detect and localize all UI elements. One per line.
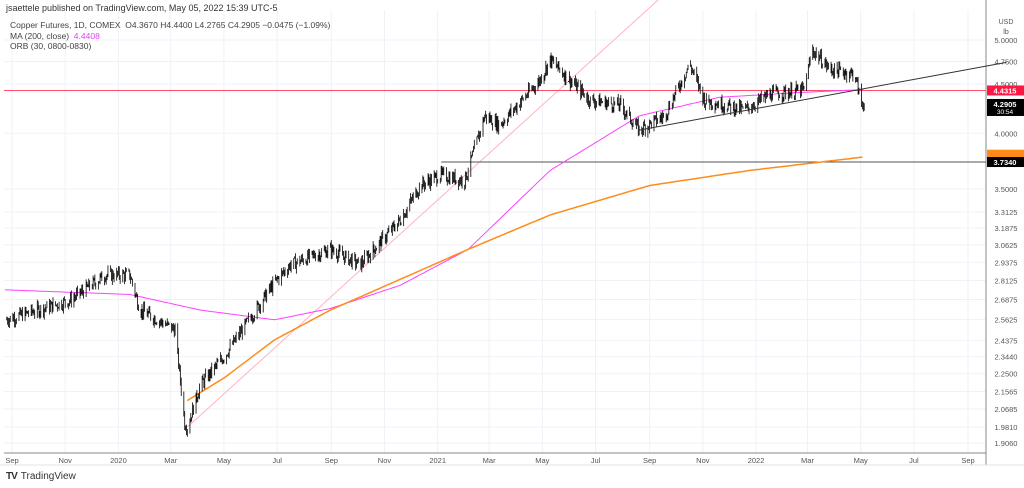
time-tick-label: Sep <box>5 456 18 465</box>
legend-ohlc: O4.3670 H4.4400 L4.2765 C4.2905 −0.0475 … <box>125 20 331 30</box>
price-tick-label: 4.0000 <box>995 129 1018 138</box>
chart-legend: Copper Futures, 1D, COMEX O4.3670 H4.440… <box>10 20 330 52</box>
legend-ma-row[interactable]: MA (200, close) 4.4408 <box>10 31 330 42</box>
time-tick-label: Nov <box>696 456 710 465</box>
price-tag <box>987 157 1024 168</box>
currency-label: USD <box>999 19 1014 26</box>
orange-ma-line <box>186 156 863 402</box>
price-tick-label: 1.9810 <box>995 423 1018 432</box>
tradingview-logo: TV <box>6 471 18 482</box>
rising-trendline <box>639 61 1007 131</box>
unit-label: lb <box>1003 29 1009 36</box>
price-tick-label: 2.0685 <box>995 405 1018 414</box>
time-tick-label: Nov <box>378 456 392 465</box>
time-tick-label: Mar <box>164 456 177 465</box>
time-tick-label: Nov <box>59 456 73 465</box>
price-tick-label: 2.1565 <box>995 387 1018 396</box>
price-tick-label: 2.5625 <box>995 315 1018 324</box>
price-tag <box>987 98 1024 116</box>
legend-symbol: Copper Futures, 1D, COMEX <box>10 20 121 30</box>
price-tick-label: 3.0625 <box>995 241 1018 250</box>
orange-ma-price-tag <box>987 149 1024 159</box>
time-tick-label: 2021 <box>429 456 446 465</box>
time-tick-label: Sep <box>961 456 974 465</box>
time-tick-label: May <box>854 456 868 465</box>
legend-ma-value: 4.4408 <box>73 30 100 41</box>
time-tick-label: 2020 <box>110 456 127 465</box>
price-tag <box>987 85 1024 96</box>
price-tick-label: 2.4375 <box>995 336 1018 345</box>
time-tick-label: Sep <box>325 456 338 465</box>
countdown-label: 30:54 <box>997 109 1014 116</box>
time-tick-label: Mar <box>801 456 814 465</box>
time-tick-label: Mar <box>483 456 496 465</box>
time-tick-label: 2022 <box>748 456 765 465</box>
brand-name: TradingView <box>20 471 76 482</box>
price-tick-label: 2.6875 <box>995 295 1018 304</box>
time-tick-label: Jul <box>591 456 601 465</box>
price-bars <box>6 44 865 437</box>
legend-orb-label: ORB (30, 0800-0830) <box>10 41 92 51</box>
price-tag-value: 4.4315 <box>994 86 1017 95</box>
legend-orb-row[interactable]: ORB (30, 0800-0830) <box>10 41 330 52</box>
legend-symbol-row[interactable]: Copper Futures, 1D, COMEX O4.3670 H4.440… <box>10 20 330 31</box>
ma200-line <box>5 89 864 321</box>
price-tag-value: 4.2905 <box>994 100 1017 109</box>
price-tick-label: 1.9060 <box>995 439 1018 448</box>
legend-ma-label: MA (200, close) <box>10 30 70 41</box>
price-tick-label: 3.5000 <box>995 185 1018 194</box>
price-tag-value: 3.7340 <box>994 158 1017 167</box>
price-tick-label: 5.0000 <box>995 36 1018 45</box>
time-tick-label: Jul <box>909 456 919 465</box>
pink-diagonal-trendline <box>186 0 659 428</box>
price-tick-label: 4.5000 <box>995 80 1018 89</box>
time-tick-label: May <box>217 456 231 465</box>
price-tick-label: 2.3440 <box>995 353 1018 362</box>
time-tick-label: Sep <box>643 456 656 465</box>
price-tick-label: 2.8125 <box>995 276 1018 285</box>
price-tick-label: 3.1875 <box>995 224 1018 233</box>
time-tick-label: Jul <box>272 456 282 465</box>
time-tick-label: May <box>535 456 549 465</box>
footer: TV TradingView <box>6 471 76 482</box>
price-tick-label: 2.2500 <box>995 370 1018 379</box>
price-tick-label: 2.9375 <box>995 258 1018 267</box>
price-tick-label: 3.3125 <box>995 208 1018 217</box>
published-caption: jsaettele published on TradingView.com, … <box>6 3 278 13</box>
